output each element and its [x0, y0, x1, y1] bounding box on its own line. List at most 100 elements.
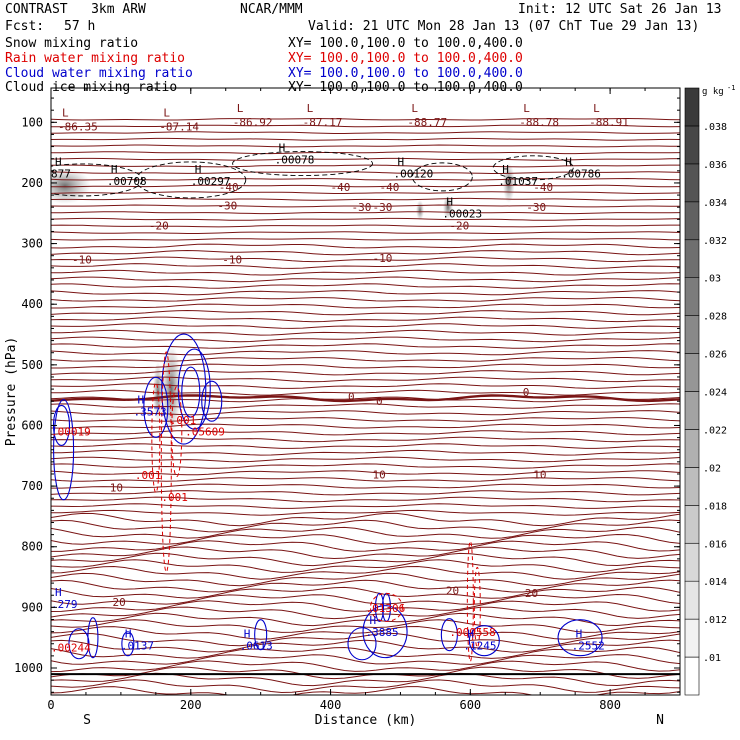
cloud-water-contour	[254, 619, 268, 651]
isotherm-label: -30	[526, 201, 546, 214]
cloud-water-contour	[557, 619, 603, 657]
south-label: S	[83, 713, 91, 728]
field-rain-xy: XY= 100.0,100.0 to 100.0,400.0	[288, 51, 523, 66]
field-cloud-xy: XY= 100.0,100.0 to 100.0,400.0	[288, 66, 523, 81]
isotherm	[51, 483, 680, 489]
ice-max-value: 877	[51, 168, 71, 181]
freezing-level	[51, 394, 680, 403]
cloud-max-marker: H	[576, 627, 583, 640]
y-tick-label: 400	[21, 297, 43, 311]
cloud-max-marker: H	[467, 627, 474, 640]
isotherm	[51, 389, 680, 396]
colorbar-label: .034	[703, 198, 727, 209]
ice-max-value: .00786	[561, 168, 601, 181]
isotherm	[51, 436, 680, 443]
isotherm	[51, 619, 680, 633]
low-center-value: -88.77	[407, 116, 447, 129]
y-tick-label: 1000	[14, 661, 43, 675]
cloud-ice-contour	[135, 161, 247, 199]
cloud-water-contour	[53, 399, 75, 501]
isotherm	[51, 256, 680, 263]
forecast-label: Fcst:	[5, 19, 45, 34]
isotherm	[51, 533, 680, 545]
cloud-max-marker: H	[125, 627, 132, 640]
isotherm-label: -30	[217, 199, 237, 212]
isotherm	[51, 303, 680, 309]
rain-max-value: .05609	[185, 426, 225, 439]
valid-time: Valid: 21 UTC Mon 28 Jan 13 (07 ChT Tue …	[308, 19, 700, 34]
init-time: Init: 12 UTC Sat 26 Jan 13	[518, 2, 722, 17]
isotherm	[51, 654, 680, 665]
rain-max-value: .00244	[51, 641, 91, 654]
isotherm	[51, 470, 680, 476]
cloud-ice-contours	[51, 151, 574, 199]
isotherm	[51, 526, 680, 539]
mixing-ratio-shade	[416, 200, 425, 221]
cloud-ice-contour	[51, 163, 143, 197]
isotherm	[51, 290, 680, 296]
isotherm	[51, 151, 680, 155]
colorbar-label: .038	[703, 122, 727, 133]
colorbar-label: .026	[703, 350, 727, 361]
colorbar-label: .01	[703, 653, 721, 664]
low-center-value: -86.35	[58, 120, 98, 133]
isotherm	[51, 238, 680, 241]
isotherm-label: -20	[449, 219, 469, 232]
isotherm	[51, 217, 680, 221]
isotherm	[51, 316, 680, 323]
isotherm	[51, 363, 680, 369]
y-tick-label: 500	[21, 358, 43, 372]
rain-water-contour	[160, 351, 172, 573]
isotherm	[51, 263, 680, 269]
colorbar-bin	[684, 315, 700, 354]
rain-max-value: .001	[170, 414, 197, 427]
isotherm	[51, 249, 680, 256]
cloud-max-value: .2552	[572, 639, 605, 652]
colorbar-bin	[684, 163, 700, 203]
colorbar-bin	[684, 542, 700, 582]
isotherm	[51, 191, 680, 195]
ice-max-value: .00120	[393, 168, 433, 181]
colorbar-bin	[684, 277, 700, 316]
isotherm	[51, 197, 680, 201]
cloud-max-marker: H	[137, 393, 144, 406]
isotherm	[51, 383, 680, 389]
colorbar-bin	[684, 87, 700, 127]
colorbar-bin	[684, 467, 700, 506]
isotherm	[51, 343, 680, 349]
colorbar-bin	[684, 201, 700, 241]
isotherm	[51, 376, 680, 383]
isotherm	[51, 137, 680, 141]
y-tick-label: 200	[21, 176, 43, 190]
isotherm	[51, 540, 680, 552]
low-center-value: -87.14	[159, 120, 199, 133]
isotherm-layer	[51, 117, 680, 695]
rain-max-value: .000558	[449, 626, 495, 639]
x-tick-label: 800	[599, 698, 621, 712]
isotherm-label: -10	[72, 253, 92, 266]
colorbar-label: .036	[703, 160, 727, 171]
isotherm	[51, 477, 680, 482]
isotherm-label: -40	[379, 181, 399, 194]
x-axis-label: Distance (km)	[315, 713, 417, 728]
cloud-max-value: .3573	[133, 405, 166, 418]
x-tick-label: 0	[47, 698, 54, 712]
cloud-water-contour	[161, 333, 207, 445]
cloud-water-contour	[143, 376, 169, 438]
cloud-water-contour	[347, 627, 377, 661]
ice-max-marker: H	[111, 163, 118, 176]
rain-water-contours	[151, 351, 481, 662]
y-tick-label: 100	[21, 115, 43, 129]
colorbar-label: .016	[703, 539, 727, 550]
cloud-max-marker: H	[370, 614, 377, 627]
isotherm	[51, 131, 680, 134]
cloud-max-value: .0137	[121, 639, 154, 652]
isotherm	[51, 417, 680, 422]
mixing-ratio-shade	[51, 167, 91, 204]
isotherm	[51, 600, 680, 612]
isotherm	[51, 606, 680, 620]
isotherm	[51, 211, 680, 215]
x-tick-label: 400	[320, 698, 342, 712]
isotherm	[51, 443, 680, 449]
colorbar-label: .012	[703, 615, 727, 626]
